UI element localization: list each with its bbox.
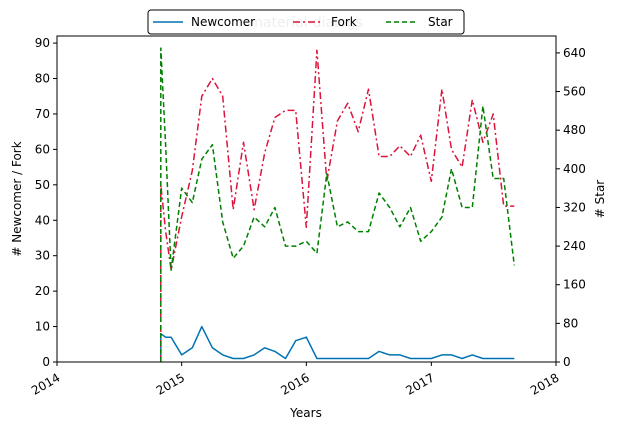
y-axis-left: 0 10 20 30 40 50 60 70 80 90 (35, 36, 57, 369)
y-left-tick-label: 60 (35, 142, 50, 156)
y-left-tick-label: 90 (35, 36, 50, 50)
x-axis: 2014 2015 2016 2017 2018 (29, 362, 562, 398)
x-tick-label: 2018 (528, 370, 561, 397)
x-tick-label: 2017 (403, 370, 436, 397)
y-left-tick-label: 0 (42, 355, 50, 369)
legend-label-newcomer: Newcomer (191, 15, 255, 29)
y-left-tick-label: 20 (35, 284, 50, 298)
y-right-tick-label: 0 (563, 355, 571, 369)
y-left-tick-label: 30 (35, 249, 50, 263)
y-left-tick-label: 50 (35, 178, 50, 192)
series-line-star (160, 47, 516, 362)
y-right-tick-label: 320 (563, 200, 586, 214)
y-left-tick-label: 40 (35, 213, 50, 227)
plot-area (57, 36, 556, 362)
y-axis-right: 0 80 160 240 320 400 480 560 640 (556, 46, 586, 369)
y-right-tick-label: 400 (563, 162, 586, 176)
x-tick-label: 2016 (278, 370, 311, 397)
legend: Newcomer Fork Star (147, 9, 465, 35)
y-left-tick-label: 10 (35, 320, 50, 334)
legend-label-fork: Fork (331, 15, 357, 29)
x-axis-title: Years (289, 406, 322, 420)
y-right-tick-label: 160 (563, 278, 586, 292)
x-tick-label: 2015 (154, 370, 187, 397)
series-line-newcomer (160, 325, 515, 362)
legend-box (147, 9, 465, 35)
y-axis-left-title: # Newcomer / Fork (10, 141, 24, 256)
y-right-tick-label: 240 (563, 239, 586, 253)
series-line-fork (160, 49, 515, 362)
legend-label-star: Star (428, 15, 453, 29)
y-right-tick-label: 640 (563, 46, 586, 60)
y-left-tick-label: 80 (35, 72, 50, 86)
y-right-tick-label: 560 (563, 85, 586, 99)
y-left-tick-label: 70 (35, 107, 50, 121)
y-axis-right-title: # Star (593, 180, 607, 219)
x-tick-label: 2014 (29, 370, 62, 397)
y-right-tick-label: 480 (563, 123, 586, 137)
y-right-tick-label: 80 (563, 316, 578, 330)
series-layer (160, 47, 516, 362)
